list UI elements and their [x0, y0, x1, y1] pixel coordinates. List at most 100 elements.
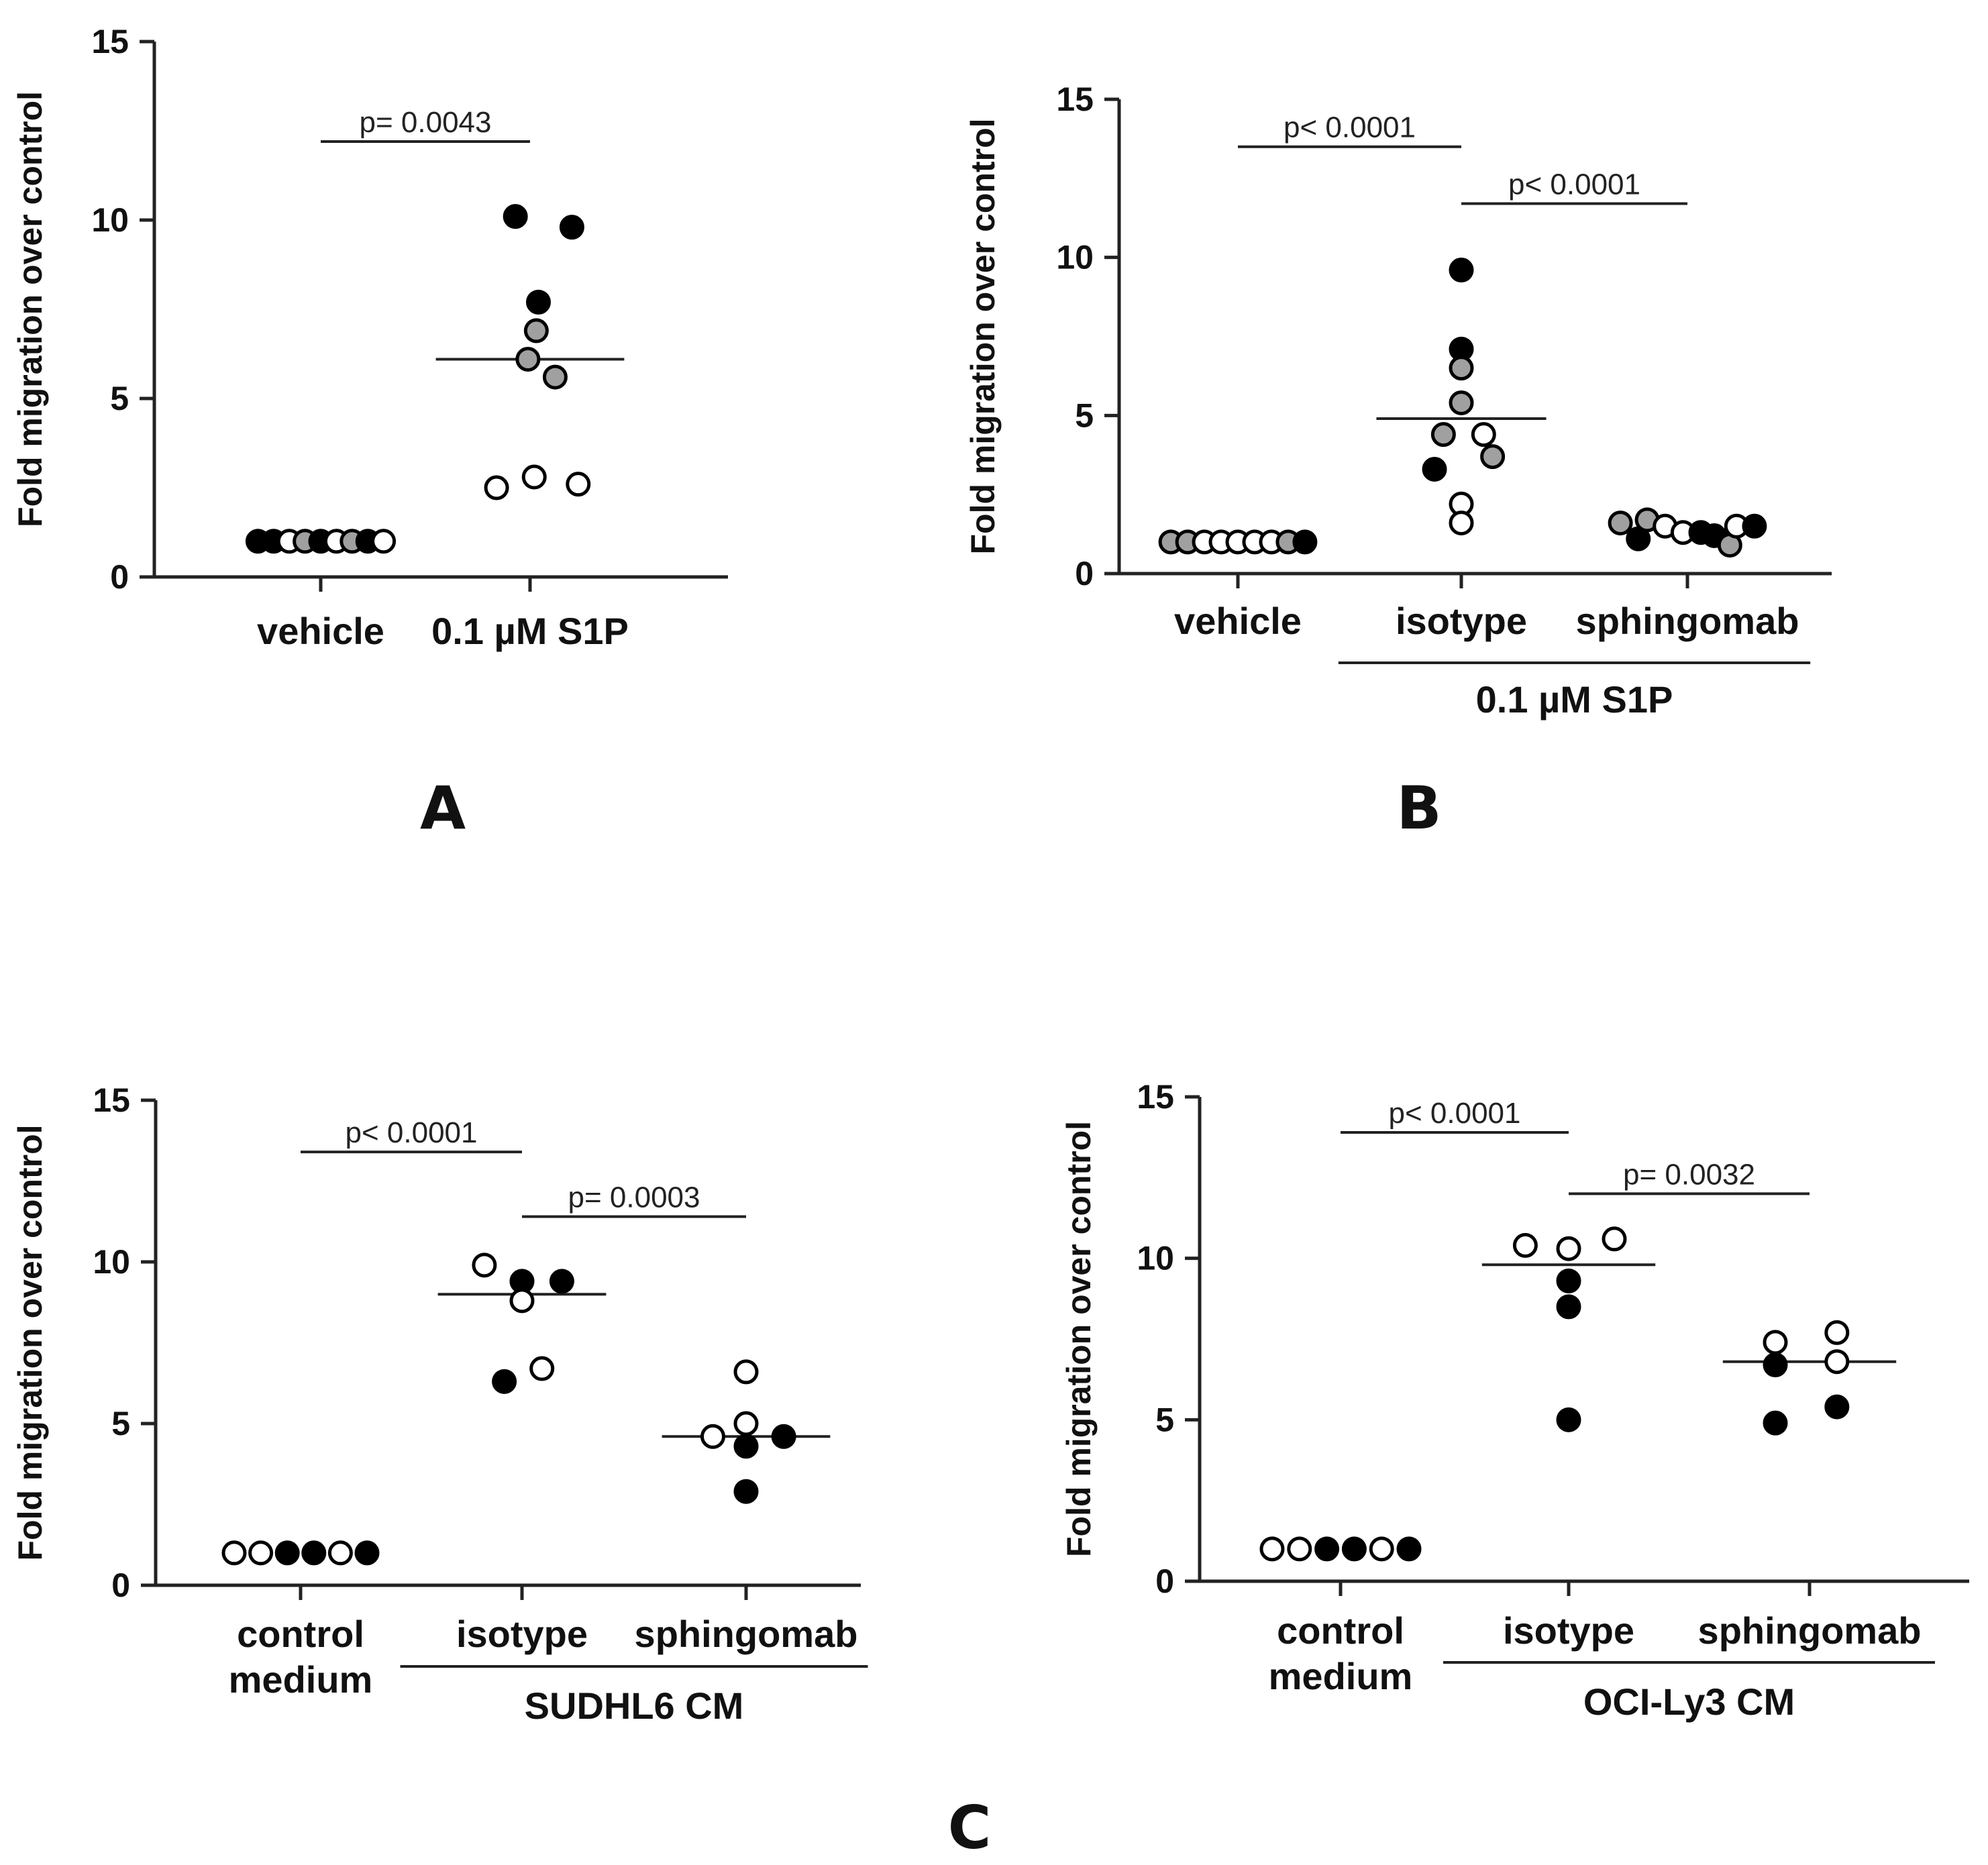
y-tick-label: 10	[1056, 239, 1094, 276]
x-category-label: control	[237, 1613, 364, 1655]
panel-letter-c: C	[948, 1793, 992, 1862]
data-point	[1259, 1536, 1285, 1562]
y-tick-label: 10	[91, 201, 129, 239]
data-point	[1602, 1226, 1627, 1252]
data-point	[1556, 1294, 1581, 1320]
y-tick-label: 0	[1155, 1562, 1174, 1600]
x-category-label: 0.1 µM S1P	[431, 610, 629, 652]
p-value-label: p= 0.0032	[1623, 1158, 1755, 1191]
panel-c-sudhl6-chart: 0 5 10 15 Fold migration over control control…	[11, 1081, 868, 1727]
panel-a-chart: 0 5 10 15 Fold migration over control vehicle…	[11, 23, 728, 652]
x-category-label: isotype	[1396, 600, 1527, 642]
data-point	[248, 1540, 274, 1566]
data-point	[1449, 258, 1474, 283]
data-point	[1824, 1320, 1850, 1345]
group-label: SUDHL6 CM	[525, 1685, 744, 1727]
panel-b-chart: 0 5 10 15 Fold migration over control vehicle…	[964, 81, 1832, 721]
data-point	[529, 1356, 555, 1381]
data-point	[559, 215, 584, 240]
data-point	[733, 1479, 759, 1504]
data-point	[1763, 1410, 1788, 1436]
y-tick-label: 5	[1075, 396, 1094, 434]
y-tick-label: 10	[1137, 1240, 1174, 1277]
data-point	[1449, 511, 1474, 536]
data-point	[509, 1288, 535, 1314]
x-category-label: sphingomab	[1698, 1609, 1922, 1652]
x-category-label: vehicle	[257, 610, 384, 652]
data-point	[1512, 1232, 1538, 1258]
p-value-label: p= 0.0003	[568, 1181, 700, 1214]
data-point	[1292, 529, 1318, 555]
data-point	[549, 1269, 574, 1294]
y-tick-label: 10	[93, 1243, 130, 1281]
data-point	[1422, 456, 1447, 482]
panel-letter-b: B	[1396, 774, 1441, 843]
data-point	[1824, 1349, 1850, 1375]
data-point	[221, 1540, 247, 1566]
data-point	[733, 1359, 759, 1385]
data-point	[492, 1369, 517, 1394]
data-point	[771, 1424, 796, 1449]
data-point	[1556, 1236, 1581, 1261]
y-tick-label: 15	[1137, 1078, 1174, 1116]
data-point	[542, 364, 568, 390]
y-axis-title: Fold migration over control	[11, 91, 49, 527]
data-point	[274, 1540, 300, 1566]
data-point	[1449, 356, 1474, 381]
y-tick-label: 15	[91, 23, 129, 60]
data-point	[515, 346, 541, 372]
data-point	[1763, 1352, 1788, 1378]
data-point	[700, 1424, 725, 1449]
x-category-label: isotype	[456, 1613, 588, 1655]
p-value-label: p= 0.0043	[360, 106, 492, 139]
data-point	[1742, 513, 1767, 539]
data-point	[371, 529, 397, 554]
data-point	[1556, 1407, 1581, 1432]
x-category-label: control	[1277, 1609, 1404, 1652]
data-point	[1369, 1536, 1394, 1562]
data-point	[1287, 1536, 1312, 1562]
data-point	[523, 318, 549, 343]
x-category-label: sphingomab	[1576, 600, 1799, 642]
data-point	[1341, 1536, 1367, 1562]
data-point	[503, 204, 528, 229]
y-tick-label: 0	[111, 1566, 130, 1604]
x-category-label: vehicle	[1174, 600, 1302, 642]
data-point	[354, 1540, 380, 1566]
data-point	[1763, 1330, 1788, 1355]
data-point	[484, 475, 509, 500]
data-point	[566, 472, 591, 497]
data-point	[733, 1434, 759, 1459]
data-point	[1556, 1268, 1581, 1293]
x-category-label: medium	[229, 1658, 373, 1701]
p-value-label: p< 0.0001	[1508, 168, 1640, 201]
y-axis-title: Fold migration over control	[964, 118, 1002, 554]
p-value-label: p< 0.0001	[1284, 111, 1416, 144]
y-tick-label: 0	[1075, 555, 1094, 592]
x-category-label: sphingomab	[635, 1613, 858, 1655]
data-point	[472, 1253, 497, 1278]
data-point	[327, 1540, 353, 1566]
y-tick-label: 15	[93, 1081, 130, 1119]
y-tick-label: 5	[111, 1405, 130, 1442]
data-point	[525, 289, 551, 315]
y-tick-label: 5	[110, 380, 129, 417]
y-axis-title: Fold migration over control	[1060, 1121, 1098, 1557]
p-value-label: p< 0.0001	[1389, 1097, 1521, 1130]
data-point	[1449, 390, 1474, 415]
group-label: OCI-Ly3 CM	[1583, 1681, 1795, 1723]
panel-letter-a: A	[420, 774, 466, 843]
data-point	[1608, 511, 1633, 536]
x-category-label: isotype	[1503, 1609, 1634, 1652]
x-category-label: medium	[1269, 1655, 1413, 1697]
data-point	[1471, 422, 1496, 447]
y-axis-title: Fold migration over control	[11, 1124, 49, 1560]
data-point	[301, 1540, 327, 1566]
data-point	[1824, 1394, 1850, 1420]
group-label: 0.1 µM S1P	[1476, 678, 1673, 721]
p-value-label: p< 0.0001	[346, 1116, 478, 1149]
data-point	[1396, 1536, 1422, 1562]
y-tick-label: 0	[110, 558, 129, 596]
data-point	[521, 464, 547, 490]
data-point	[1314, 1536, 1340, 1562]
